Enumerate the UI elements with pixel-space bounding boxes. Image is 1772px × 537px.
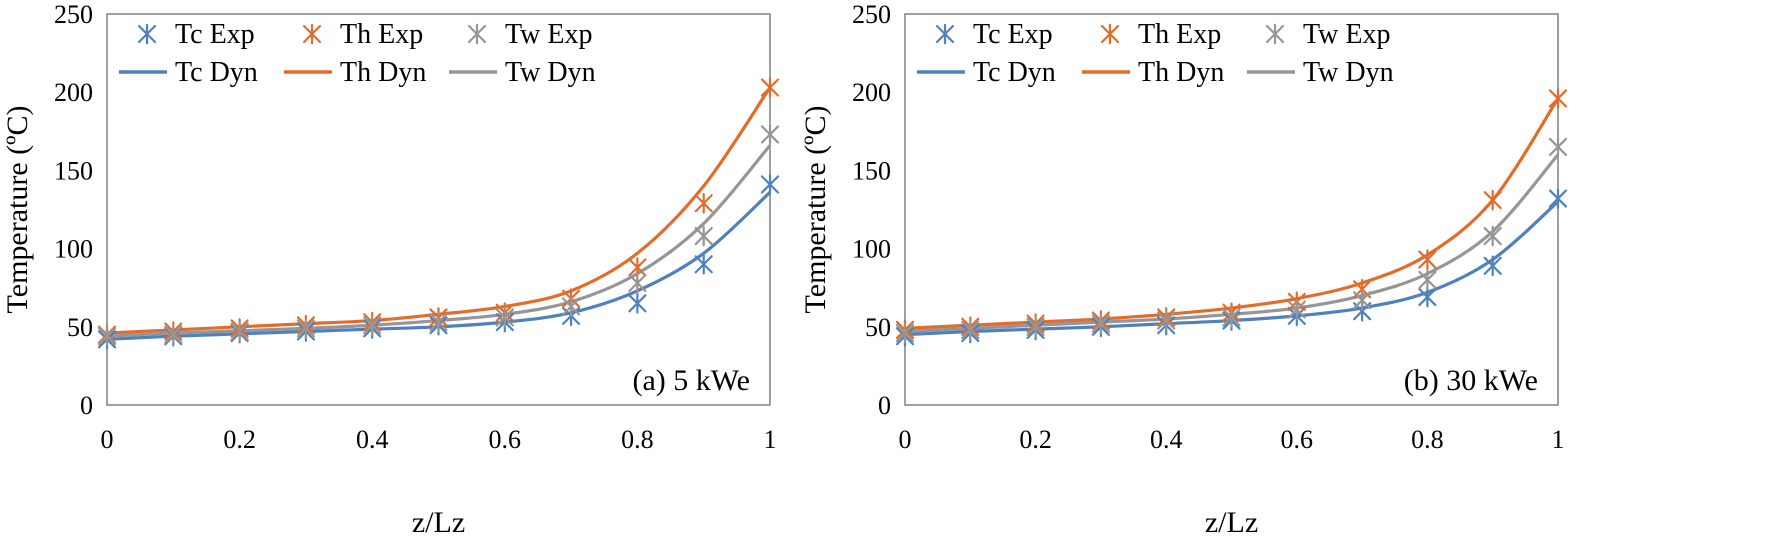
x-tick-label: 0.8 bbox=[1411, 425, 1444, 454]
legend-marker bbox=[1265, 23, 1285, 45]
y-axis-label: Temperature (ºC) bbox=[1, 106, 34, 314]
legend: Tc Exp Th Exp Tw Exp Tc Dyn Th Dyn Tw Dyn bbox=[119, 19, 596, 88]
y-tick-labels: 0 50 100 150 200 250 bbox=[852, 0, 891, 420]
x-tick-label: 0 bbox=[899, 425, 912, 454]
data-point-tw-exp bbox=[1026, 316, 1045, 338]
chart-panel-a: 0 50 100 150 200 250 0 0.2 0.4 0.6 0.8 1 Tc Exp Th … bbox=[1, 0, 780, 537]
data-point-tw-exp bbox=[1157, 310, 1176, 331]
data-point-th-exp bbox=[1548, 88, 1568, 109]
legend-marker bbox=[467, 23, 487, 45]
data-point-tw-exp bbox=[760, 124, 780, 145]
series-markers bbox=[97, 77, 780, 350]
data-point-tw-exp bbox=[1418, 269, 1437, 291]
data-point-tw-exp bbox=[1548, 136, 1568, 158]
legend-marker bbox=[1100, 23, 1120, 45]
x-axis-label: z/Lz bbox=[412, 506, 465, 537]
data-point-tw-exp bbox=[1352, 289, 1372, 311]
legend-label: Th Exp bbox=[340, 19, 423, 50]
y-tick-label: 100 bbox=[54, 235, 93, 264]
y-tick-label: 200 bbox=[852, 78, 891, 107]
data-point-tc-exp bbox=[1548, 188, 1568, 209]
legend-marker bbox=[935, 23, 955, 45]
y-tick-label: 0 bbox=[80, 391, 93, 420]
x-tick-label: 0.2 bbox=[1019, 425, 1052, 454]
data-point-th-exp bbox=[1483, 189, 1502, 211]
series-markers bbox=[895, 88, 1568, 347]
x-tick-labels: 0 0.2 0.4 0.6 0.8 1 bbox=[101, 425, 777, 454]
x-tick-label: 0.6 bbox=[1281, 425, 1314, 454]
panel-label: (b) 30 kWe bbox=[1404, 364, 1538, 397]
data-point-tw-exp bbox=[628, 272, 647, 294]
data-point-tw-exp bbox=[230, 321, 249, 342]
data-point-tc-exp bbox=[628, 293, 647, 314]
x-tick-label: 0.4 bbox=[1150, 425, 1183, 454]
legend-label: Tw Exp bbox=[505, 19, 592, 50]
legend-label: Th Exp bbox=[1138, 19, 1221, 50]
x-axis-label: z/Lz bbox=[1205, 506, 1258, 537]
x-tick-label: 0 bbox=[101, 425, 114, 454]
legend-label: Th Dyn bbox=[340, 57, 426, 88]
y-tick-label: 0 bbox=[878, 391, 891, 420]
data-point-tw-exp bbox=[164, 324, 183, 345]
y-tick-label: 250 bbox=[54, 0, 93, 29]
series-lines bbox=[106, 86, 772, 341]
data-point-th-exp bbox=[694, 192, 713, 214]
data-point-tw-exp bbox=[363, 314, 382, 336]
x-tick-label: 0.2 bbox=[223, 425, 256, 454]
data-point-tc-exp bbox=[694, 253, 713, 275]
data-point-tw-exp bbox=[961, 319, 980, 341]
series-line-th-dyn bbox=[904, 97, 1560, 330]
panel-label: (a) 5 kWe bbox=[632, 364, 750, 397]
data-point-tc-exp bbox=[760, 174, 780, 195]
data-point-tw-exp bbox=[1287, 299, 1306, 320]
x-tick-label: 0.4 bbox=[356, 425, 389, 454]
data-point-tc-exp bbox=[1418, 286, 1437, 308]
y-axis-label: Temperature (ºC) bbox=[799, 106, 832, 314]
y-tick-label: 100 bbox=[852, 235, 891, 264]
y-tick-label: 150 bbox=[852, 156, 891, 185]
x-tick-label: 1 bbox=[1552, 425, 1565, 454]
data-point-tw-exp bbox=[694, 225, 713, 247]
legend-label: Tw Dyn bbox=[1303, 57, 1394, 88]
plot-frame bbox=[904, 13, 1559, 406]
x-tick-label: 1 bbox=[764, 425, 777, 454]
data-point-th-exp bbox=[1418, 249, 1437, 270]
legend-marker bbox=[302, 23, 322, 45]
legend-marker bbox=[137, 23, 157, 45]
data-point-tc-exp bbox=[1483, 255, 1502, 277]
data-point-tw-exp bbox=[1222, 307, 1241, 328]
y-tick-labels: 0 50 100 150 200 250 bbox=[54, 0, 93, 420]
legend-label: Tc Exp bbox=[175, 19, 255, 50]
data-point-th-exp bbox=[760, 77, 780, 98]
y-tick-label: 150 bbox=[54, 156, 93, 185]
y-tick-label: 50 bbox=[865, 313, 891, 342]
series-line-th-dyn bbox=[106, 86, 772, 335]
data-point-tw-exp bbox=[1483, 225, 1502, 247]
legend-label: Tc Dyn bbox=[175, 57, 258, 88]
data-point-tw-exp bbox=[429, 311, 448, 333]
legend-label: Tw Dyn bbox=[505, 57, 596, 88]
x-tick-label: 0.6 bbox=[489, 425, 522, 454]
y-tick-label: 50 bbox=[67, 313, 93, 342]
data-point-tw-exp bbox=[561, 296, 581, 317]
legend-label: Tw Exp bbox=[1303, 19, 1390, 50]
x-tick-label: 0.8 bbox=[621, 425, 654, 454]
x-tick-labels: 0 0.2 0.4 0.6 0.8 1 bbox=[899, 425, 1565, 454]
data-point-tw-exp bbox=[895, 322, 915, 344]
legend-label: Th Dyn bbox=[1138, 57, 1224, 88]
y-tick-label: 250 bbox=[852, 0, 891, 29]
legend-label: Tc Dyn bbox=[973, 57, 1056, 88]
chart-panel-b: 0 50 100 150 200 250 0 0.2 0.4 0.6 0.8 1 Tc Exp Th … bbox=[799, 0, 1568, 537]
series-lines bbox=[904, 97, 1560, 337]
data-point-tw-exp bbox=[1091, 313, 1111, 334]
data-point-tw-exp bbox=[296, 318, 315, 339]
data-point-tw-exp bbox=[495, 307, 514, 328]
legend: Tc Exp Th Exp Tw Exp Tc Dyn Th Dyn Tw Dyn bbox=[917, 19, 1394, 88]
data-point-tw-exp bbox=[97, 325, 117, 347]
plot-frame bbox=[106, 13, 771, 406]
legend-label: Tc Exp bbox=[973, 19, 1053, 50]
y-tick-label: 200 bbox=[54, 78, 93, 107]
